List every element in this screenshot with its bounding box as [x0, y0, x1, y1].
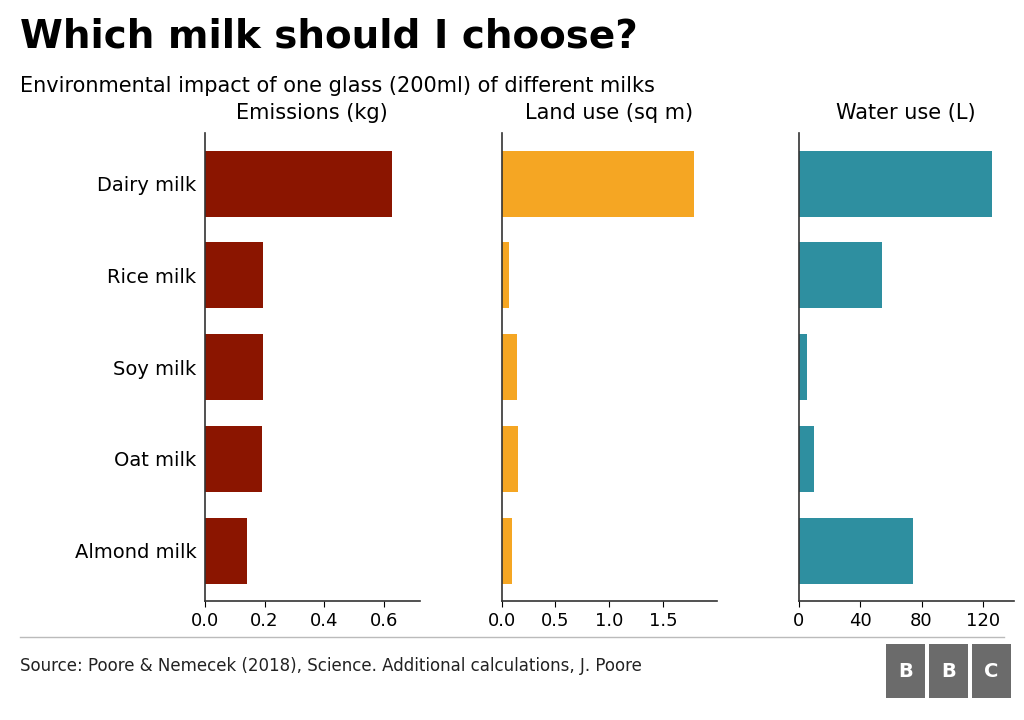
Text: B: B [941, 662, 955, 681]
Text: C: C [984, 662, 998, 681]
Text: Which milk should I choose?: Which milk should I choose? [20, 18, 638, 56]
Bar [502, 243, 509, 308]
Title: Land use (sq m): Land use (sq m) [525, 103, 693, 123]
Bar [205, 518, 247, 584]
Bar [799, 150, 991, 217]
Bar [502, 518, 512, 584]
Bar [799, 243, 882, 308]
Bar [502, 426, 518, 492]
Bar [205, 334, 263, 400]
Bar [205, 243, 263, 308]
Bar [205, 426, 261, 492]
Title: Water use (L): Water use (L) [837, 103, 976, 123]
Bar [502, 334, 517, 400]
Bar [205, 150, 392, 217]
Bar [502, 150, 694, 217]
Text: Source: Poore & Nemecek (2018), Science. Additional calculations, J. Poore: Source: Poore & Nemecek (2018), Science.… [20, 657, 642, 675]
Bar [799, 518, 912, 584]
Bar [799, 334, 807, 400]
Bar [799, 426, 814, 492]
Title: Emissions (kg): Emissions (kg) [237, 103, 388, 123]
Text: Environmental impact of one glass (200ml) of different milks: Environmental impact of one glass (200ml… [20, 76, 655, 96]
Text: B: B [898, 662, 912, 681]
